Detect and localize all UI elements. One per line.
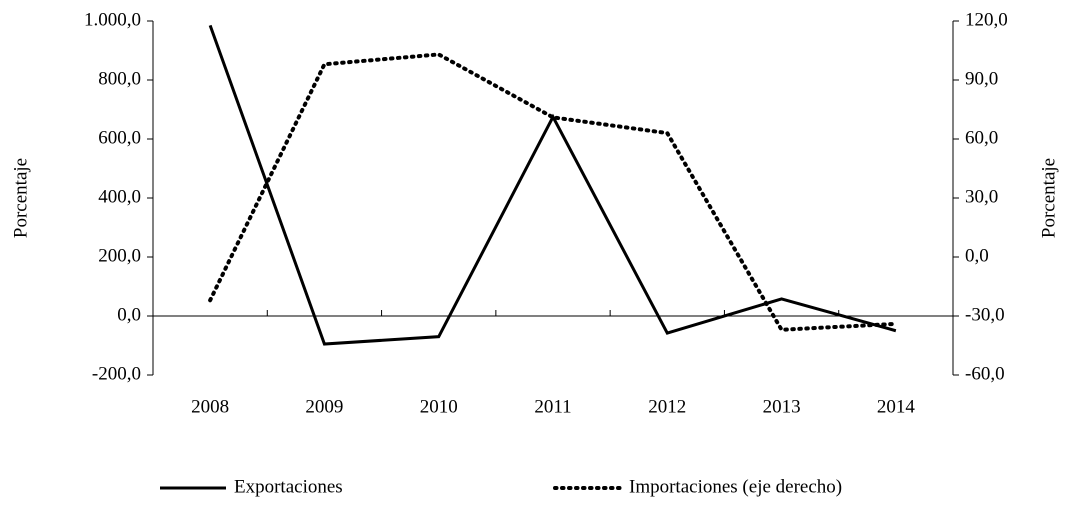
y-tick-label: 0,0: [117, 304, 141, 325]
y-axis-title: Porcentaje: [10, 158, 31, 238]
y-tick-label: 600,0: [98, 127, 141, 148]
x-tick-label: 2012: [648, 396, 686, 417]
y2-tick-label: -30,0: [965, 304, 1005, 325]
x-tick-label: 2009: [305, 396, 343, 417]
y-tick-label: 800,0: [98, 68, 141, 89]
y2-tick-label: 0,0: [965, 245, 989, 266]
x-tick-label: 2011: [534, 396, 571, 417]
x-tick-label: 2014: [877, 396, 916, 417]
x-tick-label: 2008: [191, 396, 229, 417]
series-line: [208, 52, 898, 332]
y2-axis-title: Porcentaje: [1038, 158, 1059, 238]
y-tick-label: 200,0: [98, 245, 141, 266]
legend-label: Exportaciones: [234, 476, 343, 497]
y2-tick-label: 120,0: [965, 9, 1008, 30]
y2-tick-label: -60,0: [965, 363, 1005, 384]
y-tick-label: -200,0: [92, 363, 141, 384]
legend-label: Importaciones (eje derecho): [629, 476, 842, 497]
x-tick-label: 2013: [763, 396, 801, 417]
y2-tick-label: 90,0: [965, 68, 998, 89]
y2-tick-label: 30,0: [965, 186, 998, 207]
y-tick-label: 400,0: [98, 186, 141, 207]
x-tick-label: 2010: [420, 396, 458, 417]
y2-tick-label: 60,0: [965, 127, 998, 148]
series-line: [208, 24, 897, 346]
y-tick-label: 1.000,0: [84, 9, 141, 30]
